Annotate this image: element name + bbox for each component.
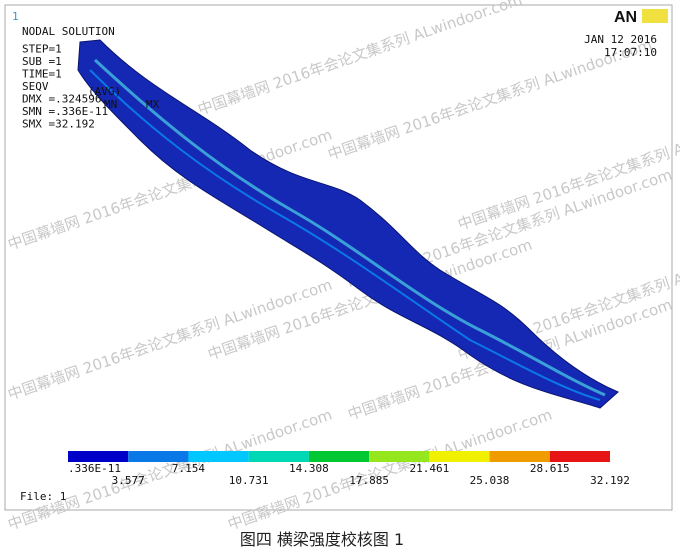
legend-band: [248, 451, 309, 462]
info-line: SEQV: [22, 80, 49, 93]
legend-band: [549, 451, 610, 462]
legend-band: [188, 451, 249, 462]
legend-label: 17.885: [349, 474, 389, 487]
max-marker: MX: [146, 98, 160, 111]
logo: AN: [614, 9, 637, 26]
info-line: SUB =1: [22, 55, 62, 68]
legend-label: 14.308: [289, 462, 329, 475]
date: JAN 12 2016: [584, 33, 657, 46]
min-marker: MN: [104, 98, 117, 111]
legend-label: 21.461: [409, 462, 449, 475]
avg-label: (AVG): [88, 85, 121, 98]
window-number: 1: [12, 10, 19, 23]
info-line: DMX =.324596: [22, 93, 101, 106]
legend-label: 3.577: [112, 474, 145, 487]
file-label: File: 1: [20, 490, 66, 503]
caption: 图四 横梁强度校核图 1: [240, 530, 404, 549]
legend-band: [68, 451, 129, 462]
info-line: SMX =32.192: [22, 118, 95, 131]
legend-band: [429, 451, 490, 462]
legend-band: [369, 451, 430, 462]
legend-label: 32.192: [590, 474, 630, 487]
beam: [77, 39, 619, 409]
info-line: STEP=1: [22, 43, 62, 56]
legend-label: 25.038: [470, 474, 510, 487]
info-line: NODAL SOLUTION: [22, 25, 115, 38]
info-line: SMN =.336E-11: [22, 105, 108, 118]
legend-label: .336E-11: [68, 462, 121, 475]
legend-label: 28.615: [530, 462, 570, 475]
legend-band: [128, 451, 189, 462]
time: 17:07:10: [604, 46, 657, 59]
info-line: TIME=1: [22, 68, 62, 81]
legend-band: [489, 451, 550, 462]
logo-mark: [642, 9, 668, 23]
legend-label: 10.731: [229, 474, 269, 487]
legend-label: 7.154: [172, 462, 205, 475]
legend-band: [308, 451, 370, 462]
